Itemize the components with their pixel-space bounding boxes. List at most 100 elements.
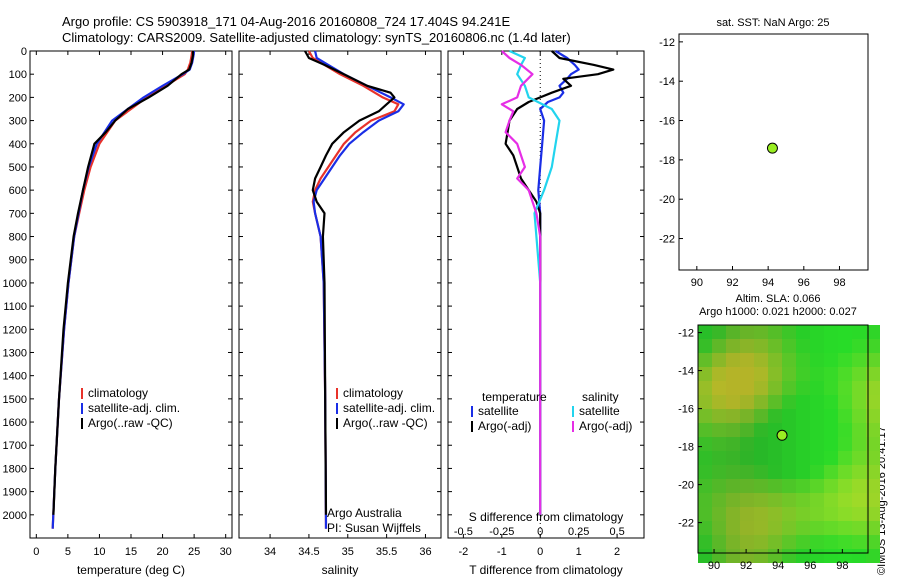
heatmap-cell [852, 493, 866, 507]
heatmap-cell [726, 353, 740, 367]
heatmap-cell [768, 409, 782, 423]
heatmap-cell [740, 507, 754, 521]
heatmap-cell [810, 367, 824, 381]
chart-title-line1: Argo profile: CS 5903918_171 04-Aug-2016… [62, 14, 511, 29]
heatmap-cell [796, 423, 810, 437]
heatmap-cell [698, 507, 712, 521]
heatmap-cell [838, 339, 852, 353]
heatmap-cell [740, 465, 754, 479]
heatmap-cell [824, 423, 838, 437]
heatmap-cell [754, 521, 768, 535]
legend-label: Argo(-adj) [478, 419, 531, 433]
heatmap-cell [768, 451, 782, 465]
map-y-tick-label: -12 [659, 37, 675, 49]
map-frame [697, 324, 869, 554]
legend-label: satellite-adj. clim. [88, 401, 180, 415]
heatmap-cell [810, 409, 824, 423]
heatmap-cell [754, 437, 768, 451]
map-x-tick-label: 90 [708, 560, 720, 572]
heatmap-cell [726, 507, 740, 521]
heatmap-cell [824, 409, 838, 423]
heatmap-cell [768, 465, 782, 479]
heatmap-cell [740, 437, 754, 451]
plot-frame-difference [447, 50, 645, 539]
heatmap-cell [740, 451, 754, 465]
heatmap-cell [824, 437, 838, 451]
heatmap-cell [698, 381, 712, 395]
heatmap-cell [726, 479, 740, 493]
x-axis-label: salinity [322, 563, 359, 577]
heatmap-cell [712, 339, 726, 353]
heatmap-cell [726, 451, 740, 465]
x-tick-label: 35 [342, 546, 354, 558]
y-tick-label: 0 [21, 46, 27, 58]
heatmap-cell [866, 465, 880, 479]
heatmap-cell [852, 521, 866, 535]
heatmap-cell [768, 479, 782, 493]
heatmap-cell [852, 395, 866, 409]
heatmap-cell [698, 493, 712, 507]
heatmap-cell [810, 339, 824, 353]
x-tick-label: 30 [220, 546, 232, 558]
heatmap-cell [712, 451, 726, 465]
y-tick-label: 100 [9, 69, 27, 81]
heatmap-cell [824, 381, 838, 395]
heatmap-cell [866, 409, 880, 423]
y-tick-label: 1700 [3, 440, 27, 452]
heatmap-cell [698, 395, 712, 409]
heatmap-cell [866, 437, 880, 451]
heatmap-cell [768, 437, 782, 451]
heatmap-cell [824, 465, 838, 479]
heatmap-cell [782, 507, 796, 521]
map-y-tick-label: -20 [678, 480, 694, 492]
heatmap-cell [852, 507, 866, 521]
map-title: Altim. SLA: 0.066 [736, 293, 821, 305]
heatmap-cell [740, 339, 754, 353]
heatmap-cell [726, 339, 740, 353]
heatmap-cell [698, 353, 712, 367]
map-y-tick-label: -16 [659, 116, 675, 128]
heatmap-cell [712, 367, 726, 381]
heatmap-cell [810, 535, 824, 549]
heatmap-cell [824, 479, 838, 493]
heatmap-cell [838, 409, 852, 423]
x-tick-label: 34 [264, 546, 276, 558]
heatmap-cell [754, 381, 768, 395]
heatmap-cell [768, 381, 782, 395]
heatmap-cell [838, 437, 852, 451]
heatmap-cell [782, 395, 796, 409]
heatmap-cell [782, 437, 796, 451]
heatmap-cell [726, 381, 740, 395]
heatmap-cell [712, 507, 726, 521]
heatmap-cell [852, 409, 866, 423]
x-tick-label: 36 [419, 546, 431, 558]
heatmap-cell [698, 339, 712, 353]
heatmap-cell [768, 395, 782, 409]
heatmap-cell [810, 325, 824, 339]
heatmap-cell [866, 493, 880, 507]
map-x-tick-label: 92 [740, 560, 752, 572]
heatmap-cell [782, 325, 796, 339]
heatmap-cell [754, 395, 768, 409]
heatmap-cell [726, 493, 740, 507]
series-line-difference-3 [500, 50, 542, 515]
legend-title: salinity [582, 390, 619, 404]
heatmap-cell [852, 479, 866, 493]
y-tick-label: 1000 [3, 278, 27, 290]
heatmap-cell [754, 479, 768, 493]
heatmap-cell [824, 493, 838, 507]
x-tick-label: 34.5 [298, 546, 319, 558]
heatmap-cell [796, 339, 810, 353]
legend-label: Argo(-adj) [579, 419, 632, 433]
heatmap-cell [740, 409, 754, 423]
heatmap-cell [740, 493, 754, 507]
heatmap-cell [852, 381, 866, 395]
heatmap-cell [838, 535, 852, 549]
heatmap-cell [796, 409, 810, 423]
x-axis-label: T difference from climatology [469, 563, 623, 577]
heatmap-cell [866, 339, 880, 353]
argo-position-marker [766, 142, 778, 154]
heatmap-cell [852, 367, 866, 381]
heatmap-cell [782, 465, 796, 479]
